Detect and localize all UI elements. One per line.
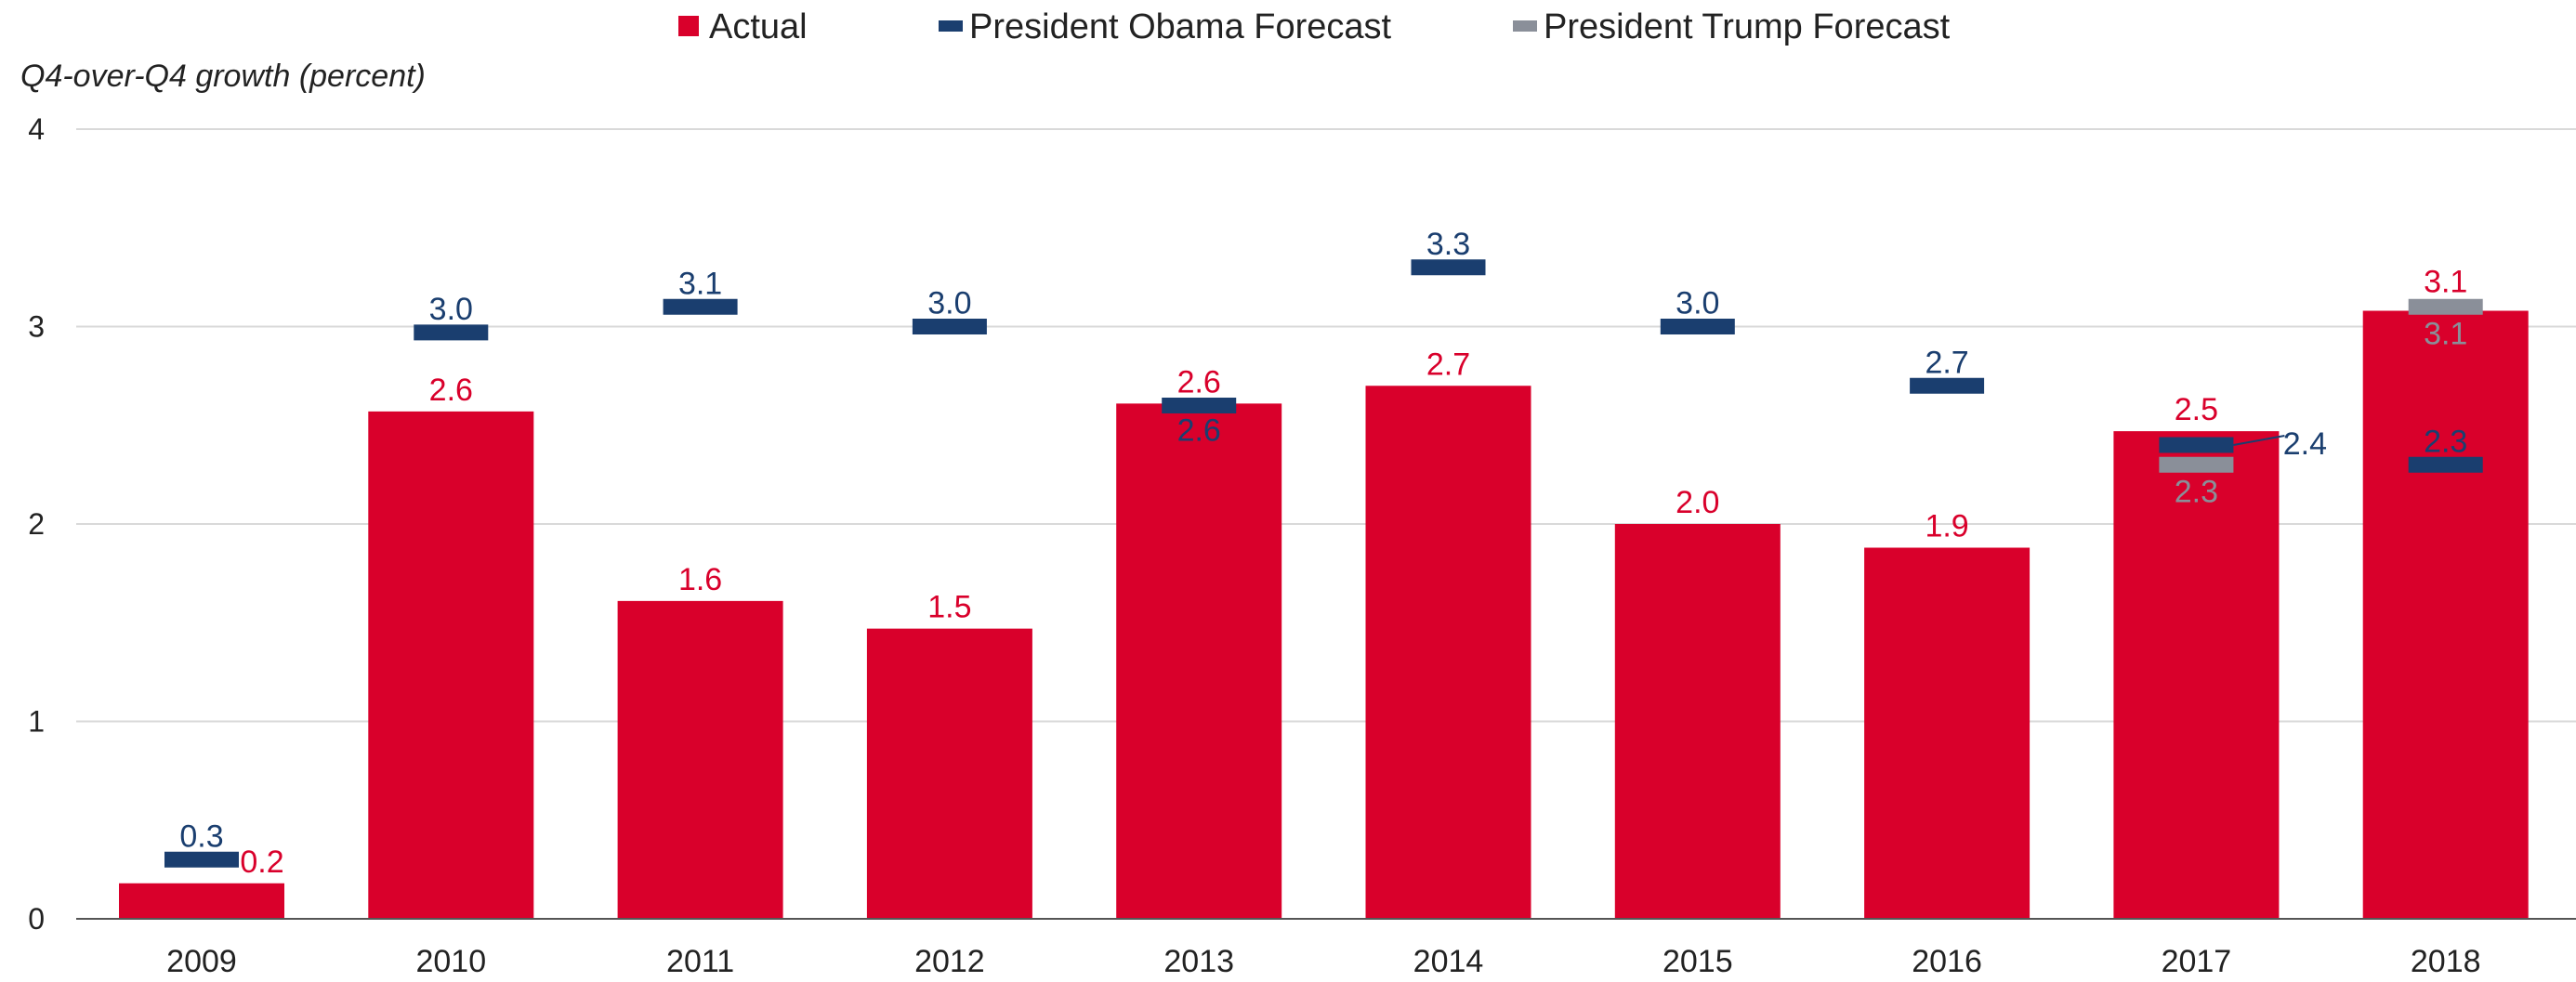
marker-trump-forecast: [2408, 298, 2483, 315]
y-tick-label: 1: [28, 705, 45, 739]
x-tick-label: 2014: [1413, 944, 1484, 979]
bar-actual: [866, 628, 1032, 919]
data-label-trump: 2.3: [2175, 474, 2218, 509]
bar-actual: [1614, 524, 1781, 919]
legend-swatch-obama-forecast: [939, 20, 963, 32]
data-label-actual: 1.5: [927, 590, 971, 625]
bars: [119, 310, 2529, 919]
bar-actual: [368, 411, 534, 919]
x-tick-label: 2017: [2162, 944, 2232, 979]
x-tick-label: 2011: [666, 944, 734, 979]
legend-label: President Obama Forecast: [969, 7, 1392, 46]
marker-obama-forecast: [414, 324, 489, 341]
data-label-obama: 3.0: [429, 292, 473, 327]
data-label-obama: 2.7: [1925, 345, 1968, 380]
bar-actual: [119, 883, 284, 919]
legend-swatch-actual: [678, 16, 699, 36]
marker-obama-forecast: [1162, 398, 1237, 413]
marker-obama-forecast: [1910, 377, 1985, 394]
y-axis-label: Q4-over-Q4 growth (percent): [20, 59, 426, 94]
y-axis-ticks: 0 1 2 3 4: [28, 112, 45, 936]
bar-actual: [2113, 431, 2280, 919]
x-tick-label: 2016: [1912, 944, 1982, 979]
marker-obama-forecast: [2408, 456, 2483, 473]
bar-actual: [617, 600, 783, 919]
data-label-actual: 1.9: [1925, 509, 1968, 544]
marker-trump-forecast: [2159, 456, 2234, 473]
data-label-actual: 2.6: [429, 373, 473, 408]
data-labels: 0.2 2.6 1.6 1.5 2.6 2.7 2.0 1.9 2.5 3.1 0.3 3.0 3.1 3…: [179, 227, 2467, 880]
x-tick-label: 2015: [1663, 944, 1733, 979]
data-label-actual: 2.7: [1426, 347, 1470, 382]
x-tick-label: 2010: [415, 944, 486, 979]
legend-label: President Trump Forecast: [1544, 7, 1951, 46]
marker-obama-forecast: [1411, 259, 1486, 276]
y-tick-label: 0: [28, 902, 45, 936]
data-label-actual: 3.1: [2424, 265, 2467, 300]
marker-obama-forecast: [164, 851, 239, 868]
marker-obama-forecast: [1660, 319, 1735, 334]
x-tick-label: 2009: [166, 944, 237, 979]
x-tick-label: 2012: [914, 944, 985, 979]
leader-line: [2233, 435, 2285, 446]
data-label-actual: 2.5: [2175, 392, 2218, 427]
y-tick-label: 3: [28, 310, 45, 344]
data-label-obama: 3.0: [927, 286, 971, 321]
data-label-obama: 2.4: [2283, 426, 2327, 462]
legend: Actual President Obama Forecast President …: [678, 7, 1951, 46]
bar-actual: [1365, 386, 1531, 919]
data-label-actual: 0.2: [240, 845, 283, 880]
legend-swatch-trump-forecast: [1513, 20, 1537, 32]
bar-actual: [1116, 403, 1282, 919]
y-tick-label: 2: [28, 507, 45, 541]
data-label-actual: 2.6: [1177, 364, 1221, 399]
x-axis-ticks: 2009 2010 2011 2012 2013 2014 2015 2016 2017 2018: [166, 944, 2480, 979]
bar-actual: [1864, 547, 2031, 919]
data-label-trump: 3.1: [2424, 316, 2467, 351]
data-label-obama: 2.6: [1177, 413, 1221, 449]
x-tick-label: 2018: [2411, 944, 2481, 979]
data-label-obama: 3.0: [1676, 286, 1719, 321]
marker-obama-forecast: [663, 298, 738, 315]
legend-label: Actual: [709, 7, 808, 46]
marker-obama-forecast: [2159, 437, 2234, 453]
marker-obama-forecast: [912, 319, 987, 334]
data-label-obama: 3.3: [1426, 227, 1470, 262]
data-label-actual: 1.6: [678, 562, 722, 597]
data-label-actual: 2.0: [1676, 485, 1719, 520]
data-label-obama: 2.3: [2424, 424, 2467, 459]
bar-actual: [2362, 310, 2529, 919]
data-label-obama: 0.3: [179, 818, 223, 854]
y-tick-label: 4: [28, 112, 45, 146]
data-label-obama: 3.1: [678, 266, 722, 301]
x-tick-label: 2013: [1163, 944, 1234, 979]
forecast-markers: [164, 259, 2483, 868]
